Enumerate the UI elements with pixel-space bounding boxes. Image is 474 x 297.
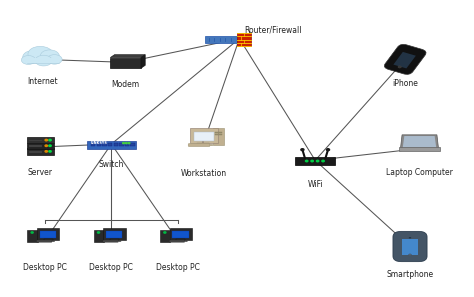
Text: Router/Firewall: Router/Firewall	[244, 25, 301, 34]
Text: LINKSYS: LINKSYS	[91, 141, 108, 146]
FancyBboxPatch shape	[197, 143, 209, 144]
Circle shape	[398, 66, 401, 68]
Circle shape	[45, 139, 47, 141]
Circle shape	[409, 254, 411, 256]
Text: Modem: Modem	[111, 80, 140, 89]
FancyBboxPatch shape	[169, 240, 185, 242]
Circle shape	[327, 149, 329, 151]
Text: iPhone: iPhone	[392, 79, 418, 88]
FancyBboxPatch shape	[91, 143, 95, 146]
FancyBboxPatch shape	[160, 230, 170, 242]
Circle shape	[45, 145, 47, 146]
Ellipse shape	[118, 241, 121, 242]
Circle shape	[305, 160, 308, 162]
FancyBboxPatch shape	[87, 141, 136, 148]
Circle shape	[322, 160, 324, 162]
Circle shape	[49, 145, 51, 146]
Text: WiFi: WiFi	[307, 180, 323, 189]
FancyBboxPatch shape	[190, 128, 218, 143]
Text: Switch: Switch	[99, 160, 124, 169]
Polygon shape	[110, 58, 141, 68]
Circle shape	[47, 55, 62, 64]
FancyBboxPatch shape	[205, 36, 237, 43]
FancyBboxPatch shape	[384, 44, 426, 74]
FancyBboxPatch shape	[29, 151, 42, 153]
FancyBboxPatch shape	[103, 240, 118, 242]
FancyBboxPatch shape	[94, 230, 104, 242]
Ellipse shape	[52, 241, 55, 242]
Polygon shape	[141, 55, 145, 68]
Circle shape	[35, 55, 52, 66]
FancyBboxPatch shape	[193, 132, 214, 141]
FancyBboxPatch shape	[44, 239, 53, 240]
FancyBboxPatch shape	[36, 240, 52, 242]
FancyBboxPatch shape	[29, 140, 42, 141]
Circle shape	[98, 232, 100, 233]
Circle shape	[164, 232, 166, 233]
FancyBboxPatch shape	[402, 239, 418, 255]
Circle shape	[128, 143, 130, 144]
Circle shape	[28, 46, 53, 62]
FancyBboxPatch shape	[37, 228, 59, 240]
FancyBboxPatch shape	[27, 230, 37, 242]
FancyBboxPatch shape	[215, 132, 222, 133]
Circle shape	[21, 56, 36, 64]
Circle shape	[123, 143, 125, 144]
FancyBboxPatch shape	[130, 143, 135, 146]
Text: Internet: Internet	[27, 77, 58, 86]
FancyBboxPatch shape	[97, 143, 101, 146]
FancyBboxPatch shape	[393, 231, 427, 262]
Polygon shape	[110, 55, 145, 58]
FancyBboxPatch shape	[102, 143, 107, 146]
FancyBboxPatch shape	[27, 137, 54, 143]
Circle shape	[45, 151, 47, 152]
Text: Smartphone: Smartphone	[386, 270, 434, 279]
Circle shape	[31, 232, 33, 233]
FancyBboxPatch shape	[188, 143, 210, 147]
FancyBboxPatch shape	[110, 239, 119, 240]
Text: Workstation: Workstation	[181, 169, 227, 178]
Text: Desktop PC: Desktop PC	[156, 263, 200, 272]
FancyBboxPatch shape	[125, 143, 129, 146]
FancyBboxPatch shape	[176, 239, 185, 240]
FancyBboxPatch shape	[393, 52, 416, 68]
Polygon shape	[401, 135, 438, 148]
Text: Desktop PC: Desktop PC	[23, 263, 67, 272]
Text: Desktop PC: Desktop PC	[90, 263, 133, 272]
Text: Server: Server	[28, 168, 53, 177]
FancyBboxPatch shape	[27, 58, 59, 63]
FancyBboxPatch shape	[170, 228, 192, 240]
Circle shape	[49, 151, 51, 152]
Circle shape	[40, 50, 59, 62]
Polygon shape	[403, 136, 436, 147]
FancyBboxPatch shape	[29, 145, 42, 147]
Circle shape	[317, 160, 319, 162]
Circle shape	[125, 143, 127, 144]
FancyBboxPatch shape	[27, 148, 54, 154]
Circle shape	[409, 237, 411, 238]
FancyBboxPatch shape	[108, 143, 112, 146]
Circle shape	[23, 50, 44, 64]
FancyBboxPatch shape	[399, 147, 440, 151]
Ellipse shape	[210, 144, 213, 146]
Circle shape	[49, 139, 51, 141]
Circle shape	[311, 160, 313, 162]
Circle shape	[301, 149, 304, 151]
FancyBboxPatch shape	[40, 231, 56, 238]
FancyBboxPatch shape	[103, 228, 126, 240]
FancyBboxPatch shape	[114, 143, 118, 146]
FancyBboxPatch shape	[213, 128, 224, 145]
FancyBboxPatch shape	[173, 231, 189, 238]
FancyBboxPatch shape	[106, 231, 122, 238]
Text: Laptop Computer: Laptop Computer	[386, 168, 453, 177]
FancyBboxPatch shape	[119, 143, 124, 146]
Ellipse shape	[185, 241, 187, 242]
FancyBboxPatch shape	[237, 33, 251, 46]
FancyBboxPatch shape	[27, 143, 54, 149]
FancyBboxPatch shape	[295, 157, 336, 165]
